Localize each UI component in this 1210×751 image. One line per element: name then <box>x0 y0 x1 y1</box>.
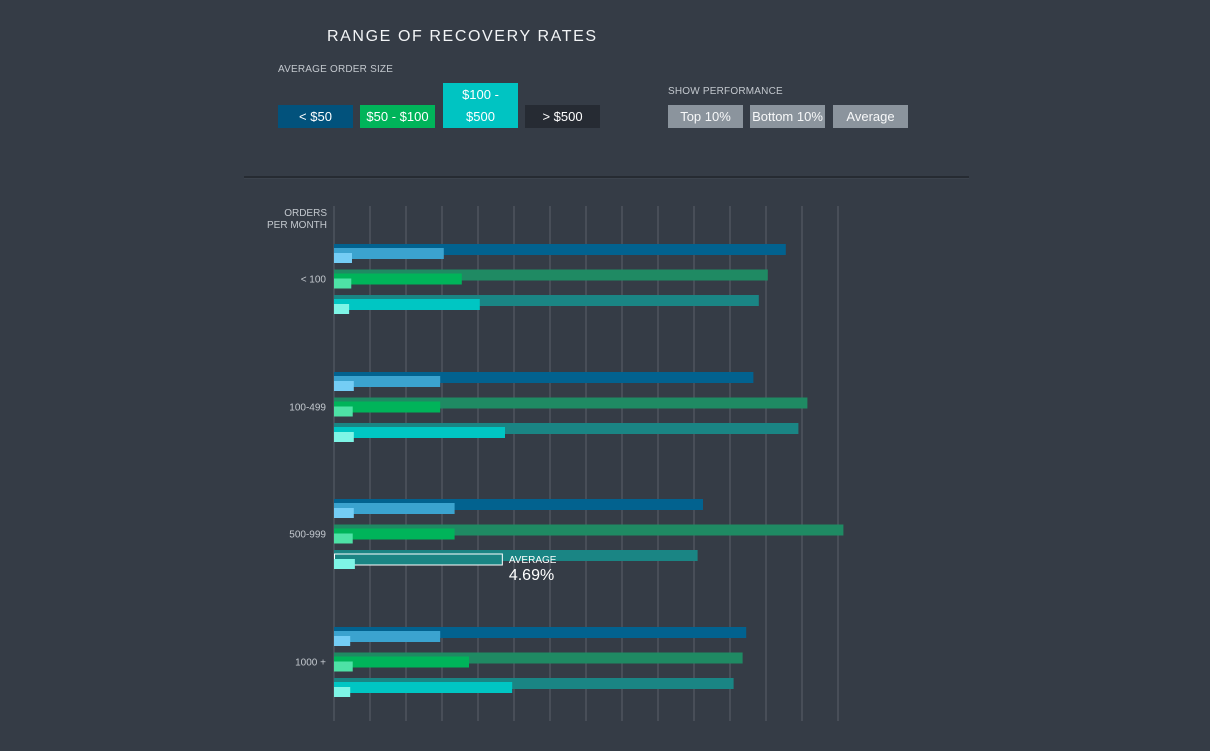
bar-average <box>334 631 441 642</box>
order-size-button-under-50[interactable]: < $50 <box>278 105 353 128</box>
bar-top-10 <box>334 295 759 306</box>
bar-average <box>334 427 505 438</box>
performance-bottom-10-button[interactable]: Bottom 10% <box>750 105 825 128</box>
section-divider <box>244 176 969 178</box>
bar-bottom-10 <box>334 253 352 263</box>
bar-average <box>334 248 444 259</box>
y-axis-title: PER MONTH <box>267 220 327 231</box>
performance-average-button[interactable]: Average <box>833 105 908 128</box>
bar-top-10 <box>334 244 786 255</box>
bar-bottom-10 <box>334 687 351 697</box>
bar-top-10 <box>334 678 734 689</box>
bar-bottom-10 <box>334 661 353 672</box>
bar-average <box>334 376 441 387</box>
bar-bottom-10 <box>334 406 353 417</box>
bar-average <box>334 273 462 285</box>
bar-bottom-10 <box>334 432 354 442</box>
annotation-value: 4.69% <box>509 567 554 584</box>
bar-average <box>334 682 513 693</box>
bar-top-10 <box>334 269 768 281</box>
y-axis-title: ORDERS <box>284 208 327 219</box>
bar-bottom-10 <box>334 304 350 314</box>
performance-top-10-button[interactable]: Top 10% <box>668 105 743 128</box>
bar-top-10 <box>334 524 844 536</box>
bar-bottom-10 <box>334 636 351 646</box>
chart-title: RANGE OF RECOVERY RATES <box>327 28 598 45</box>
bar-top-10 <box>334 397 808 409</box>
bar-top-10 <box>334 627 747 638</box>
bar-top-10 <box>334 423 799 434</box>
category-label: 100-499 <box>289 403 326 414</box>
bar-average <box>334 401 441 413</box>
category-label: < 100 <box>301 275 327 286</box>
bar-bottom-10 <box>334 508 354 518</box>
bars <box>334 244 844 697</box>
performance-label: SHOW PERFORMANCE <box>668 86 783 97</box>
category-label: 500-999 <box>289 530 326 541</box>
bar-bottom-10 <box>334 533 353 544</box>
bar-average <box>334 503 455 514</box>
bar-average <box>334 299 480 310</box>
bar-average <box>334 656 469 668</box>
bar-top-10 <box>334 499 703 510</box>
order-size-button-over-500[interactable]: > $500 <box>525 105 600 128</box>
annotation-label: AVERAGE <box>509 555 557 566</box>
bar-bottom-10 <box>334 559 355 569</box>
order-size-button-100-500[interactable]: $100 - $500 <box>443 83 518 128</box>
bar-average <box>334 553 503 566</box>
bar-bottom-10 <box>334 381 354 391</box>
bar-top-10 <box>334 372 754 383</box>
order-size-button-50-100[interactable]: $50 - $100 <box>360 105 435 128</box>
order-size-label: AVERAGE ORDER SIZE <box>278 64 394 75</box>
bar-bottom-10 <box>334 278 352 289</box>
bar-average <box>334 528 455 540</box>
category-label: 1000 + <box>295 658 326 669</box>
bar-top-10 <box>334 652 743 664</box>
bar-top-10 <box>334 550 698 561</box>
